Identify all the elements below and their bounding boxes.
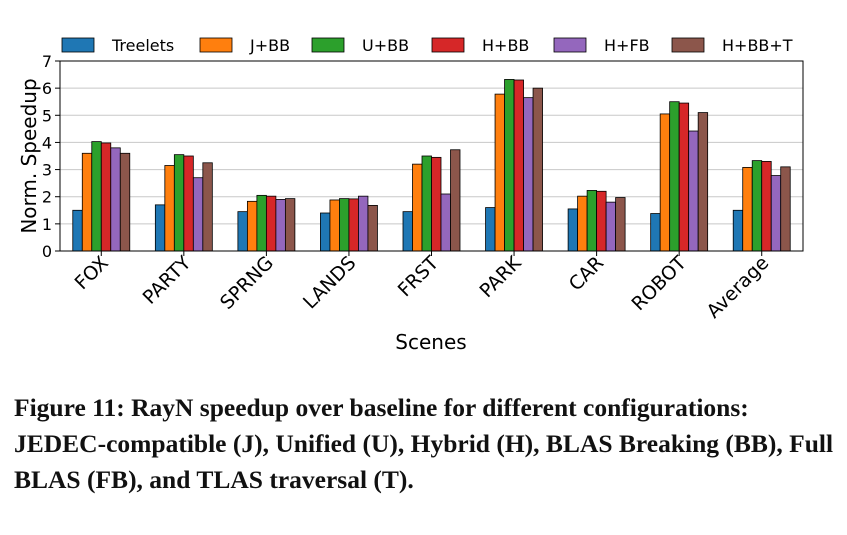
bar-h-bb-t-lands [367, 204, 378, 252]
bar-treelets-car [567, 208, 579, 252]
bar-u-bb-frst [421, 155, 432, 252]
bar-h-bb-t-car [615, 197, 626, 252]
bar-h-bb-sprng [265, 195, 277, 252]
bar-j-bb-fox [81, 152, 93, 252]
legend-swatch [553, 37, 587, 53]
y-tick-label: 3 [42, 161, 52, 180]
bar-j-bb-lands [329, 199, 340, 252]
x-tick-label: Average [703, 252, 774, 323]
legend-label: H+BB+T [722, 36, 793, 55]
y-tick-label: 5 [42, 106, 52, 125]
bar-h-bb-t-park [532, 87, 543, 252]
bar-h-fb-frst [440, 193, 451, 252]
bar-h-fb-average [770, 175, 782, 252]
bar-treelets-sprng [237, 211, 248, 252]
bar-u-bb-sprng [256, 194, 267, 252]
bar-h-bb-frst [431, 156, 442, 252]
legend-swatch [199, 37, 233, 53]
x-tick-label: FRST [394, 252, 444, 302]
legend-label: Treelets [111, 36, 174, 55]
bar-u-bb-party [173, 154, 185, 252]
bar-h-fb-car [605, 201, 617, 252]
bar-h-bb-lands [348, 198, 359, 252]
legend-swatch [61, 37, 95, 53]
x-tick-label: PARTY [139, 252, 196, 309]
bar-j-bb-sprng [246, 200, 258, 252]
bar-treelets-average [732, 209, 744, 252]
x-tick-label: FOX [71, 252, 113, 294]
legend-swatch [431, 37, 465, 53]
bar-h-bb-t-party [202, 162, 213, 252]
bar-h-bb-average [761, 161, 772, 252]
x-axis: FOX PARTY SPRNG LANDS FRST PARK CAR ROBOT Averag… [71, 251, 774, 323]
legend-label: H+FB [604, 36, 650, 55]
bar-u-bb-park [504, 79, 515, 252]
y-tick-label: 0 [42, 242, 52, 261]
legend-label: H+BB [482, 36, 529, 55]
x-tick-label: PARK [475, 252, 526, 303]
speedup-bar-chart: 0 1 2 3 4 5 6 7 FOX PARTY SPRNG LANDS FRST PARK CAR RO… [17, 36, 804, 354]
bar-treelets-party [154, 204, 166, 252]
bar-j-bb-car [577, 195, 588, 252]
y-tick-label: 2 [42, 188, 52, 207]
bar-treelets-robot [650, 213, 661, 252]
y-tick-label: 1 [42, 215, 52, 234]
x-tick-label: ROBOT [627, 252, 691, 316]
y-tick-label: 4 [42, 133, 52, 152]
legend: Treelets J+BB U+BB H+BB H+FB H+BB+T [61, 36, 793, 55]
x-tick-label: LANDS [299, 252, 360, 313]
bar-h-bb-fox [100, 142, 112, 252]
bar-j-bb-party [164, 165, 175, 252]
y-tick-label: 7 [42, 52, 52, 71]
figure-caption: Figure 11: RayN speedup over baseline fo… [14, 393, 834, 494]
bar-h-fb-park [523, 97, 534, 252]
bar-h-bb-t-average [780, 166, 791, 252]
bar-h-fb-sprng [275, 199, 286, 252]
bar-h-fb-lands [358, 195, 369, 252]
y-axis-label: Norm. Speedup [17, 78, 41, 233]
bar-j-bb-robot [659, 113, 671, 252]
bar-u-bb-car [586, 190, 598, 252]
bar-h-fb-robot [688, 130, 699, 252]
bar-u-bb-lands [339, 198, 350, 252]
y-tick-label: 6 [42, 79, 52, 98]
bar-h-bb-t-robot [697, 112, 709, 252]
bar-u-bb-average [751, 160, 763, 252]
bar-treelets-park [485, 207, 496, 252]
bar-u-bb-fox [91, 141, 102, 252]
y-axis: 0 1 2 3 4 5 6 7 [42, 52, 60, 261]
bar-h-bb-park [513, 79, 524, 252]
bar-h-bb-t-fox [119, 152, 131, 252]
legend-swatch [311, 37, 345, 53]
x-tick-label: CAR [565, 252, 608, 295]
legend-swatch [671, 37, 705, 53]
legend-label: J+BB [249, 36, 290, 55]
bar-u-bb-robot [669, 101, 680, 252]
x-axis-label: Scenes [395, 330, 466, 354]
bar-treelets-lands [320, 212, 331, 252]
legend-label: U+BB [362, 36, 409, 55]
bar-treelets-fox [72, 209, 83, 252]
bar-h-bb-robot [678, 102, 690, 252]
bar-h-fb-fox [110, 147, 121, 252]
bar-h-bb-t-frst [450, 149, 461, 252]
bar-h-bb-party [183, 155, 194, 252]
bar-h-bb-car [596, 190, 607, 252]
bar-j-bb-park [494, 93, 505, 252]
bar-h-bb-t-sprng [284, 198, 296, 252]
bar-h-fb-party [192, 177, 204, 252]
bars [72, 79, 791, 252]
bar-j-bb-frst [412, 163, 423, 252]
x-tick-label: SPRNG [216, 252, 278, 314]
bar-j-bb-average [742, 166, 753, 252]
bar-treelets-frst [402, 211, 413, 252]
